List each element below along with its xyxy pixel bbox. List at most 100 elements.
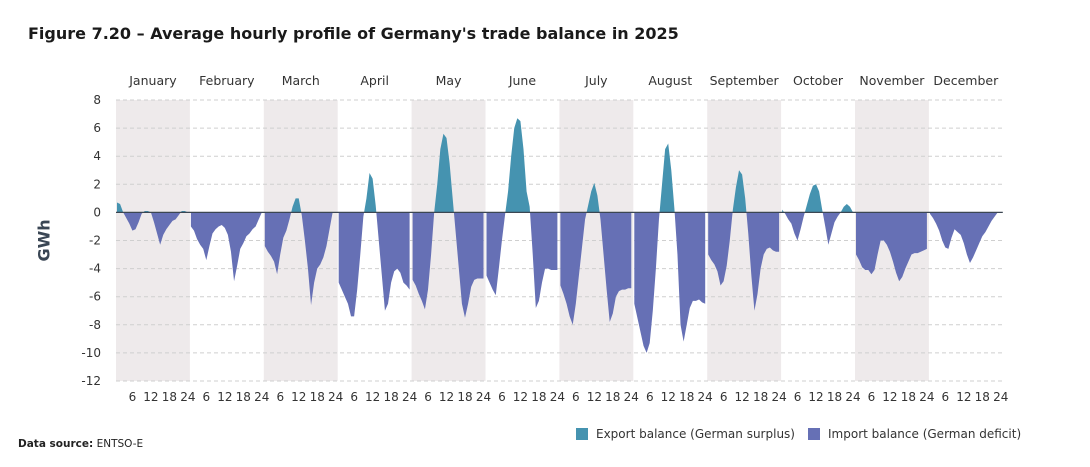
legend-label-export: Export balance (German surplus) (596, 427, 795, 441)
x-tick-label: 18 (827, 390, 842, 404)
month-label: May (436, 73, 462, 88)
y-tick-label: -6 (89, 290, 101, 304)
import-area-september (708, 212, 780, 311)
month-label: October (793, 73, 844, 88)
import-area-february (190, 212, 262, 282)
x-tick-label: 6 (720, 390, 728, 404)
x-tick-label: 6 (646, 390, 654, 404)
x-tick-label: 12 (365, 390, 380, 404)
x-tick-label: 12 (513, 390, 528, 404)
x-tick-label: 6 (794, 390, 802, 404)
x-tick-label: 18 (679, 390, 694, 404)
export-area-september (708, 170, 780, 213)
month-label: September (710, 73, 780, 88)
month-label: January (128, 73, 177, 88)
legend-item-export: Export balance (German surplus) (576, 427, 795, 441)
import-area-october (782, 212, 853, 245)
x-tick-label: 18 (236, 390, 251, 404)
chart-title: Figure 7.20 – Average hourly profile of … (28, 24, 679, 43)
x-tick-label: 24 (550, 390, 565, 404)
x-tick-label: 6 (498, 390, 506, 404)
x-tick-label: 24 (919, 390, 934, 404)
y-tick-label: 4 (93, 149, 101, 163)
x-tick-label: 6 (276, 390, 284, 404)
x-tick-label: 18 (457, 390, 472, 404)
x-tick-label: 24 (476, 390, 491, 404)
import-area-november (856, 212, 927, 282)
x-tick-label: 24 (993, 390, 1008, 404)
x-tick-label: 24 (845, 390, 860, 404)
x-tick-label: 12 (143, 390, 158, 404)
import-area-may (412, 212, 484, 318)
x-tick-label: 24 (771, 390, 786, 404)
export-area-october (782, 184, 853, 213)
x-tick-label: 6 (868, 390, 876, 404)
x-tick-label: 12 (882, 390, 897, 404)
x-tick-label: 18 (753, 390, 768, 404)
data-source: Data source: ENTSO-E (18, 438, 143, 450)
x-tick-label: 18 (162, 390, 177, 404)
export-area-august (634, 143, 706, 213)
export-area-may (412, 133, 484, 213)
x-tick-label: 18 (605, 390, 620, 404)
month-label: August (648, 73, 692, 88)
export-area-june (486, 118, 558, 213)
y-tick-label: -4 (89, 262, 101, 276)
x-tick-label: 24 (698, 390, 713, 404)
import-area-july (560, 212, 632, 325)
data-source-value: ENTSO-E (96, 438, 144, 450)
month-label: April (360, 73, 389, 88)
import-area-april (338, 212, 410, 317)
x-tick-label: 18 (531, 390, 546, 404)
month-label: June (508, 73, 537, 88)
y-tick-label: 6 (93, 121, 101, 135)
import-area-june (486, 212, 558, 308)
y-tick-label: -12 (81, 374, 101, 388)
import-area-december (929, 212, 1001, 263)
legend-item-import: Import balance (German deficit) (808, 427, 1021, 441)
month-label: July (584, 73, 608, 88)
x-tick-label: 6 (424, 390, 432, 404)
x-tick-label: 24 (328, 390, 343, 404)
x-tick-label: 24 (180, 390, 195, 404)
x-tick-label: 6 (942, 390, 950, 404)
x-tick-label: 12 (661, 390, 676, 404)
month-label: November (859, 73, 925, 88)
x-tick-label: 6 (350, 390, 358, 404)
export-area-march (264, 198, 336, 213)
import-area-january (117, 212, 188, 245)
x-tick-label: 12 (217, 390, 232, 404)
import-area-march (264, 212, 336, 306)
x-tick-label: 18 (310, 390, 325, 404)
import-swatch (808, 428, 820, 440)
x-tick-label: 12 (439, 390, 454, 404)
x-tick-label: 18 (975, 390, 990, 404)
x-tick-label: 12 (291, 390, 306, 404)
month-label: December (933, 73, 999, 88)
x-tick-label: 12 (808, 390, 823, 404)
x-tick-label: 12 (956, 390, 971, 404)
x-tick-label: 12 (735, 390, 750, 404)
x-tick-label: 6 (203, 390, 211, 404)
export-swatch (576, 428, 588, 440)
month-label: February (199, 73, 255, 88)
x-tick-label: 12 (587, 390, 602, 404)
y-tick-label: 8 (93, 93, 101, 107)
y-tick-label: 0 (93, 205, 101, 219)
x-tick-label: 6 (129, 390, 137, 404)
x-tick-label: 6 (572, 390, 580, 404)
export-area-july (560, 182, 632, 213)
data-source-label: Data source: (18, 438, 94, 450)
y-tick-label: -2 (89, 234, 101, 248)
x-tick-label: 24 (254, 390, 269, 404)
export-area-april (338, 173, 410, 213)
y-tick-label: -10 (81, 346, 101, 360)
legend-label-import: Import balance (German deficit) (828, 427, 1022, 441)
x-tick-label: 24 (402, 390, 417, 404)
import-area-august (634, 212, 706, 353)
x-tick-label: 18 (383, 390, 398, 404)
y-tick-label: -8 (89, 318, 101, 332)
x-tick-label: 24 (624, 390, 639, 404)
month-label: March (282, 73, 320, 88)
